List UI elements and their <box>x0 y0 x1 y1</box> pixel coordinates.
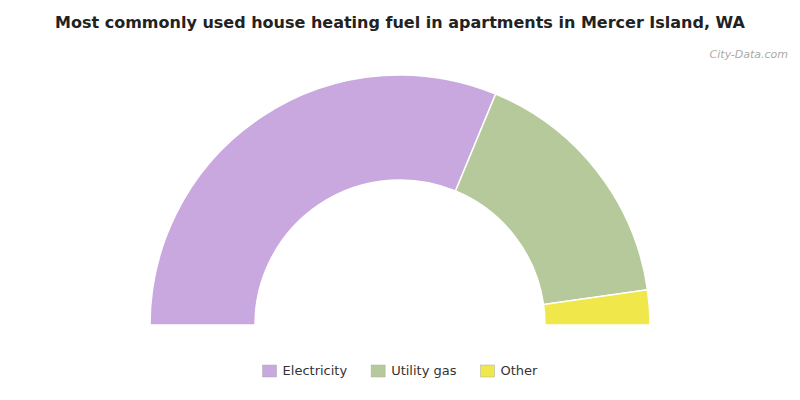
slice <box>455 94 647 305</box>
legend-swatch <box>371 365 385 377</box>
annotation: City-Data.com <box>710 48 788 61</box>
legend-item: Electricity <box>263 363 348 378</box>
legend: Electricity Utility gas Other <box>263 363 539 378</box>
title: Most commonly used house heating fuel in… <box>55 13 745 32</box>
legend-label: Utility gas <box>391 363 457 378</box>
slice <box>150 75 496 325</box>
legend-item: Utility gas <box>371 363 457 378</box>
chart: Most commonly used house heating fuel in… <box>0 0 800 400</box>
legend-label: Electricity <box>283 363 348 378</box>
legend-swatch <box>263 365 277 377</box>
legend-swatch <box>481 365 495 377</box>
slices <box>150 75 650 325</box>
slice <box>544 290 650 325</box>
legend-label: Other <box>501 363 539 378</box>
legend-item: Other <box>481 363 539 378</box>
